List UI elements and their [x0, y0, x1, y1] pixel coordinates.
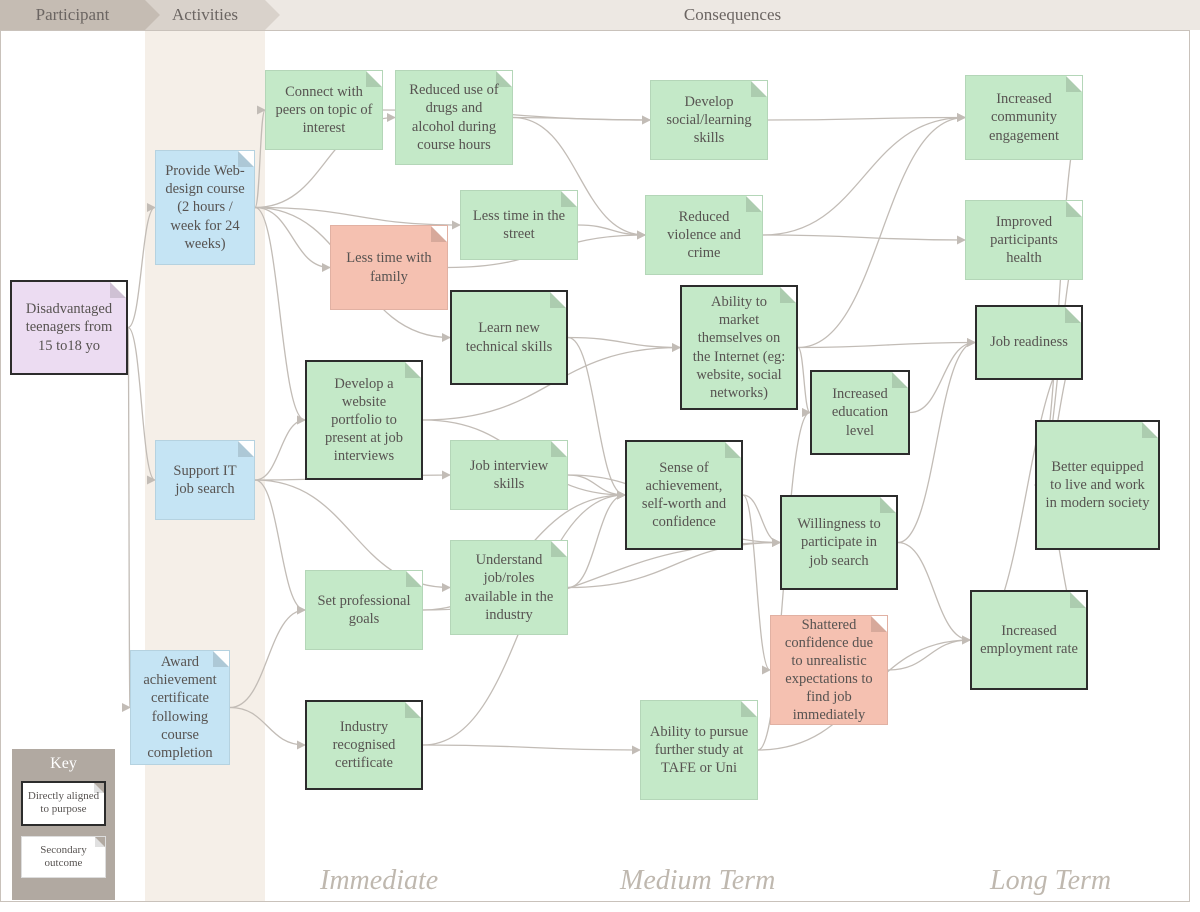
- legend-title: Key: [21, 755, 106, 773]
- edge-violence-comm_eng: [763, 118, 965, 236]
- node-interview: Job interview skills: [450, 440, 568, 510]
- node-further_study: Ability to pursue further study at TAFE …: [640, 700, 758, 800]
- node-less_family: Less time with family: [330, 225, 448, 310]
- node-health: Improved participants health: [965, 200, 1083, 280]
- edge-understand_roles-sense_ach: [568, 495, 625, 588]
- legend-box: Key Directly aligned to purpose Secondar…: [12, 749, 115, 900]
- term-long: Long Term: [990, 865, 1111, 897]
- term-medium: Medium Term: [620, 865, 775, 897]
- edge-industry_cert-further_study: [423, 745, 640, 750]
- edge-social_skills-comm_eng: [768, 118, 965, 121]
- edge-reduced_drugs-social_skills: [513, 118, 650, 121]
- node-connect_peers: Connect with peers on topic of interest: [265, 70, 383, 150]
- node-less_street: Less time in the street: [460, 190, 578, 260]
- edge-market_self-comm_eng: [798, 118, 965, 348]
- term-immediate: Immediate: [320, 865, 438, 897]
- edge-act_web-less_street: [255, 208, 460, 226]
- edge-less_street-violence: [578, 225, 645, 235]
- edge-sense_ach-willing: [743, 495, 780, 543]
- node-willing: Willingness to participate in job search: [780, 495, 898, 590]
- edge-interview-sense_ach: [568, 475, 625, 495]
- node-reduced_drugs: Reduced use of drugs and alcohol during …: [395, 70, 513, 165]
- edge-sense_ach-shattered: [743, 495, 770, 670]
- node-act_web: Provide Web-design course (2 hours / wee…: [155, 150, 255, 265]
- node-job_ready: Job readiness: [975, 305, 1083, 380]
- node-comm_eng: Increased community engagement: [965, 75, 1083, 160]
- edge-learn_tech-market_self: [568, 338, 680, 348]
- node-act_it: Support IT job search: [155, 440, 255, 520]
- node-learn_tech: Learn new technical skills: [450, 290, 568, 385]
- node-act_cert: Award achievement certificate following …: [130, 650, 230, 765]
- node-set_goals: Set professional goals: [305, 570, 423, 650]
- node-participant: Disadvantaged teenagers from 15 to18 yo: [10, 280, 128, 375]
- node-sense_ach: Sense of achievement, self-worth and con…: [625, 440, 743, 550]
- node-edu_level: Increased education level: [810, 370, 910, 455]
- node-portfolio: Develop a website portfolio to present a…: [305, 360, 423, 480]
- diagram-canvas: Participant Activities Consequences Disa…: [0, 0, 1200, 912]
- edge-market_self-edu_level: [798, 348, 810, 413]
- chevron-2: [265, 0, 280, 30]
- node-better_equipped: Better equipped to live and work in mode…: [1035, 420, 1160, 550]
- edge-learn_tech-sense_ach: [568, 338, 625, 496]
- node-understand_roles: Understand job/roles available in the in…: [450, 540, 568, 635]
- edge-edu_level-job_ready: [910, 343, 975, 413]
- node-violence: Reduced violence and crime: [645, 195, 763, 275]
- chevron-1: [145, 0, 160, 30]
- header-activities: Activities: [145, 0, 265, 30]
- node-social_skills: Develop social/learning skills: [650, 80, 768, 160]
- node-industry_cert: Industry recognised certificate: [305, 700, 423, 790]
- node-market_self: Ability to market themselves on the Inte…: [680, 285, 798, 410]
- legend-aligned: Directly aligned to purpose: [21, 781, 106, 825]
- node-emp_rate: Increased employment rate: [970, 590, 1088, 690]
- legend-secondary: Secondary outcome: [21, 836, 106, 878]
- header-participant: Participant: [0, 0, 145, 30]
- edge-shattered-emp_rate: [888, 640, 970, 670]
- edge-market_self-job_ready: [798, 343, 975, 348]
- edge-willing-emp_rate: [898, 543, 970, 641]
- edge-violence-health: [763, 235, 965, 240]
- edge-act_web-less_family: [255, 208, 330, 268]
- header-consequences: Consequences: [265, 0, 1200, 30]
- node-shattered: Shattered confidence due to unrealistic …: [770, 615, 888, 725]
